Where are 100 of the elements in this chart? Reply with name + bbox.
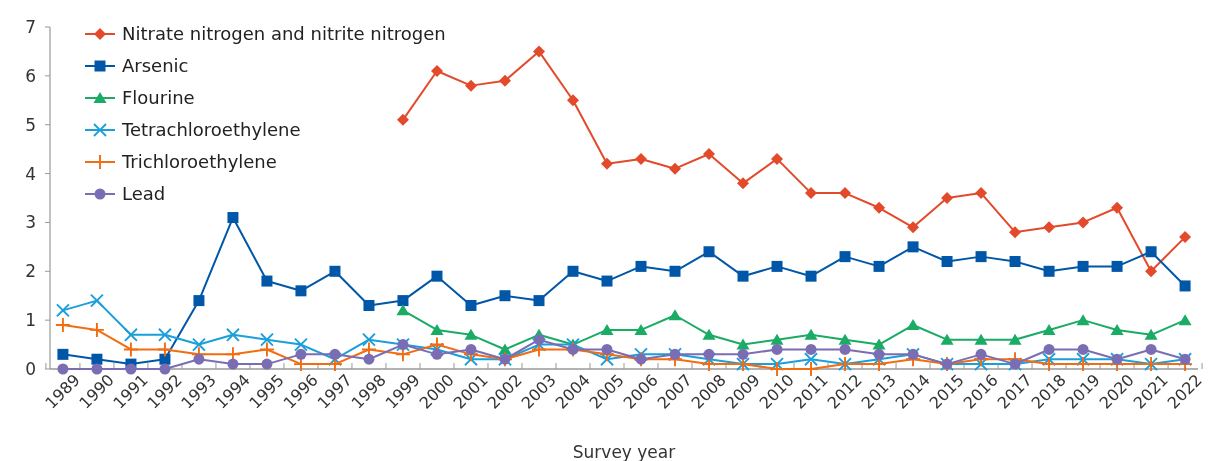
point bbox=[1043, 343, 1055, 355]
point bbox=[1043, 265, 1055, 277]
point bbox=[193, 353, 205, 365]
point bbox=[804, 352, 818, 366]
point bbox=[771, 343, 783, 355]
point bbox=[873, 260, 885, 272]
point bbox=[702, 328, 716, 340]
y-tick-label: 3 bbox=[25, 212, 36, 233]
point bbox=[329, 265, 341, 277]
point bbox=[1043, 221, 1056, 234]
point bbox=[91, 363, 103, 375]
point bbox=[1077, 216, 1090, 229]
point bbox=[941, 192, 954, 204]
point bbox=[498, 74, 511, 87]
point bbox=[533, 334, 545, 346]
point bbox=[1009, 226, 1022, 239]
point bbox=[56, 303, 70, 318]
point bbox=[261, 275, 273, 287]
legend-label: Tetrachloroethylene bbox=[121, 119, 301, 141]
legend-label: Nitrate nitrogen and nitrite nitrogen bbox=[122, 23, 446, 45]
point bbox=[91, 353, 103, 365]
point bbox=[669, 265, 681, 277]
point bbox=[533, 295, 545, 307]
point bbox=[295, 285, 307, 297]
point bbox=[1110, 323, 1124, 335]
y-tick-label: 1 bbox=[25, 310, 36, 331]
point bbox=[1179, 231, 1192, 244]
y-tick-label: 0 bbox=[25, 358, 36, 379]
point bbox=[396, 113, 409, 126]
point bbox=[975, 251, 987, 263]
point bbox=[260, 333, 274, 347]
point bbox=[464, 79, 477, 92]
legend-label: Trichloroethylene bbox=[121, 151, 277, 173]
point bbox=[805, 270, 817, 282]
point bbox=[1145, 343, 1157, 355]
point bbox=[668, 309, 682, 321]
point bbox=[159, 353, 171, 365]
point bbox=[1178, 314, 1192, 326]
y-tick-label: 2 bbox=[25, 261, 36, 282]
point bbox=[125, 363, 137, 375]
x-axis-title: Survey year bbox=[572, 442, 676, 461]
point bbox=[737, 270, 749, 282]
legend-label: Arsenic bbox=[122, 55, 189, 77]
point bbox=[1144, 328, 1158, 340]
point bbox=[158, 328, 172, 342]
point bbox=[907, 241, 919, 253]
point bbox=[635, 260, 647, 272]
y-tick-label: 7 bbox=[25, 16, 36, 37]
point bbox=[974, 333, 988, 345]
point bbox=[465, 299, 477, 311]
point bbox=[57, 348, 69, 360]
point bbox=[227, 358, 239, 370]
point bbox=[601, 343, 613, 355]
point bbox=[703, 148, 716, 161]
point bbox=[363, 353, 375, 365]
point bbox=[1008, 333, 1022, 345]
point bbox=[226, 328, 240, 342]
point bbox=[703, 246, 715, 258]
point bbox=[430, 64, 443, 77]
point bbox=[329, 348, 341, 360]
point bbox=[1179, 280, 1191, 292]
point bbox=[771, 152, 784, 165]
point bbox=[872, 338, 886, 350]
point bbox=[396, 304, 410, 316]
point bbox=[499, 290, 511, 302]
point bbox=[771, 260, 783, 272]
point bbox=[227, 212, 239, 224]
point bbox=[873, 201, 886, 214]
point bbox=[261, 358, 273, 370]
point bbox=[566, 94, 579, 107]
point bbox=[737, 177, 750, 190]
point bbox=[1009, 256, 1021, 268]
point bbox=[805, 343, 817, 355]
point bbox=[431, 348, 443, 360]
point bbox=[89, 322, 104, 337]
y-tick-label: 5 bbox=[25, 114, 36, 135]
point bbox=[464, 328, 478, 340]
point bbox=[669, 162, 682, 175]
point bbox=[975, 348, 987, 360]
point bbox=[839, 343, 851, 355]
point bbox=[295, 348, 307, 360]
point bbox=[124, 328, 138, 342]
point bbox=[804, 328, 818, 340]
point bbox=[839, 251, 851, 263]
point bbox=[55, 318, 70, 333]
point bbox=[838, 333, 852, 345]
point bbox=[1077, 343, 1089, 355]
point bbox=[532, 45, 545, 58]
point bbox=[1145, 265, 1158, 278]
point bbox=[1077, 260, 1089, 272]
point bbox=[600, 323, 614, 335]
point bbox=[634, 323, 648, 335]
point bbox=[193, 295, 205, 307]
point bbox=[906, 319, 920, 331]
point bbox=[1111, 260, 1123, 272]
point bbox=[1145, 246, 1157, 258]
point bbox=[736, 338, 750, 350]
point bbox=[907, 221, 920, 234]
point bbox=[363, 299, 375, 311]
point bbox=[57, 363, 69, 375]
